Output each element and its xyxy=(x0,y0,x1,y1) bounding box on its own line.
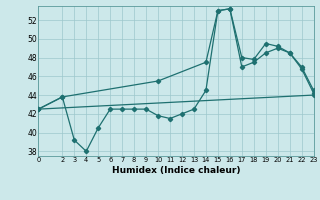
X-axis label: Humidex (Indice chaleur): Humidex (Indice chaleur) xyxy=(112,166,240,175)
